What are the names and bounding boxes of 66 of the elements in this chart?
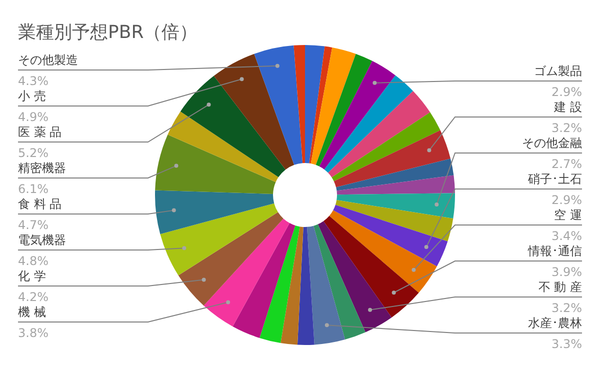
slice-label: 不 動 産 — [538, 280, 582, 294]
donut-slice — [336, 175, 455, 195]
donut-slice — [280, 226, 304, 345]
data-label: 4.9% — [18, 110, 48, 124]
data-label: 3.8% — [18, 326, 48, 340]
donut-slice — [332, 112, 440, 182]
slice-label: 医 薬 品 — [18, 125, 62, 139]
donut-slice — [324, 75, 414, 173]
donut-slice — [314, 224, 366, 340]
donut-slice — [204, 218, 290, 326]
data-label: 3.3% — [552, 337, 582, 351]
slice-label: 食 料 品 — [18, 197, 62, 211]
data-label: 6.1% — [18, 182, 48, 196]
data-label: 4.7% — [18, 218, 48, 232]
donut-slice — [305, 45, 325, 164]
donut-slice — [178, 212, 284, 306]
donut-slice — [168, 111, 278, 182]
slice-label: 空 運 — [554, 208, 582, 222]
donut-slice — [180, 76, 286, 178]
slice-label: 機 械 — [18, 305, 46, 319]
donut-slice — [297, 226, 314, 345]
donut-slice — [160, 203, 278, 276]
donut-slice — [328, 90, 430, 178]
data-label: 2.7% — [552, 157, 582, 171]
donut-slice — [155, 134, 276, 194]
donut-slice — [334, 130, 451, 188]
donut-slice — [335, 200, 454, 242]
donut-slice — [316, 54, 372, 166]
data-label: 3.2% — [552, 121, 582, 135]
donut-slice — [260, 225, 300, 344]
donut-slice — [323, 216, 419, 318]
slice-label: 電気機器 — [18, 233, 66, 247]
donut-slice — [309, 46, 332, 164]
slice-label: 建 設 — [553, 100, 582, 114]
donut-slice — [232, 223, 296, 338]
data-label: 5.2% — [18, 146, 48, 160]
donut-slice — [333, 204, 448, 266]
slice-label: 情報･通信 — [527, 244, 582, 258]
data-label: 3.4% — [552, 229, 582, 243]
donut-slice — [336, 193, 455, 218]
chart-title: 業種別予想PBR（倍） — [18, 22, 198, 43]
slice-label: 硝子･土石 — [527, 172, 582, 186]
data-label: 2.9% — [552, 193, 582, 207]
slice-label: 化 学 — [18, 269, 46, 283]
slice-label: その他製造 — [18, 53, 78, 67]
donut-slice — [310, 47, 356, 165]
donut-slice — [214, 54, 294, 170]
data-label: 4.8% — [18, 254, 48, 268]
data-label: 2.9% — [552, 85, 582, 99]
donut-slice — [307, 226, 346, 345]
donut-slice — [318, 221, 392, 332]
slice-label: 水産･農林 — [528, 316, 582, 330]
donut-slice — [155, 190, 274, 234]
donut-slice — [336, 158, 454, 191]
data-label: 3.9% — [552, 265, 582, 279]
donut-slice — [329, 210, 437, 293]
slice-label: 小 売 — [18, 89, 46, 103]
donut-slice — [294, 45, 305, 164]
donut-slice — [319, 60, 396, 170]
slice-label: その他金融 — [522, 136, 582, 150]
data-label: 4.3% — [18, 74, 48, 88]
donut-slice — [254, 45, 303, 165]
slice-label: 精密機器 — [18, 161, 66, 175]
data-label: 3.2% — [552, 301, 582, 315]
data-label: 4.2% — [18, 290, 48, 304]
slice-label: ゴム製品 — [534, 64, 582, 78]
